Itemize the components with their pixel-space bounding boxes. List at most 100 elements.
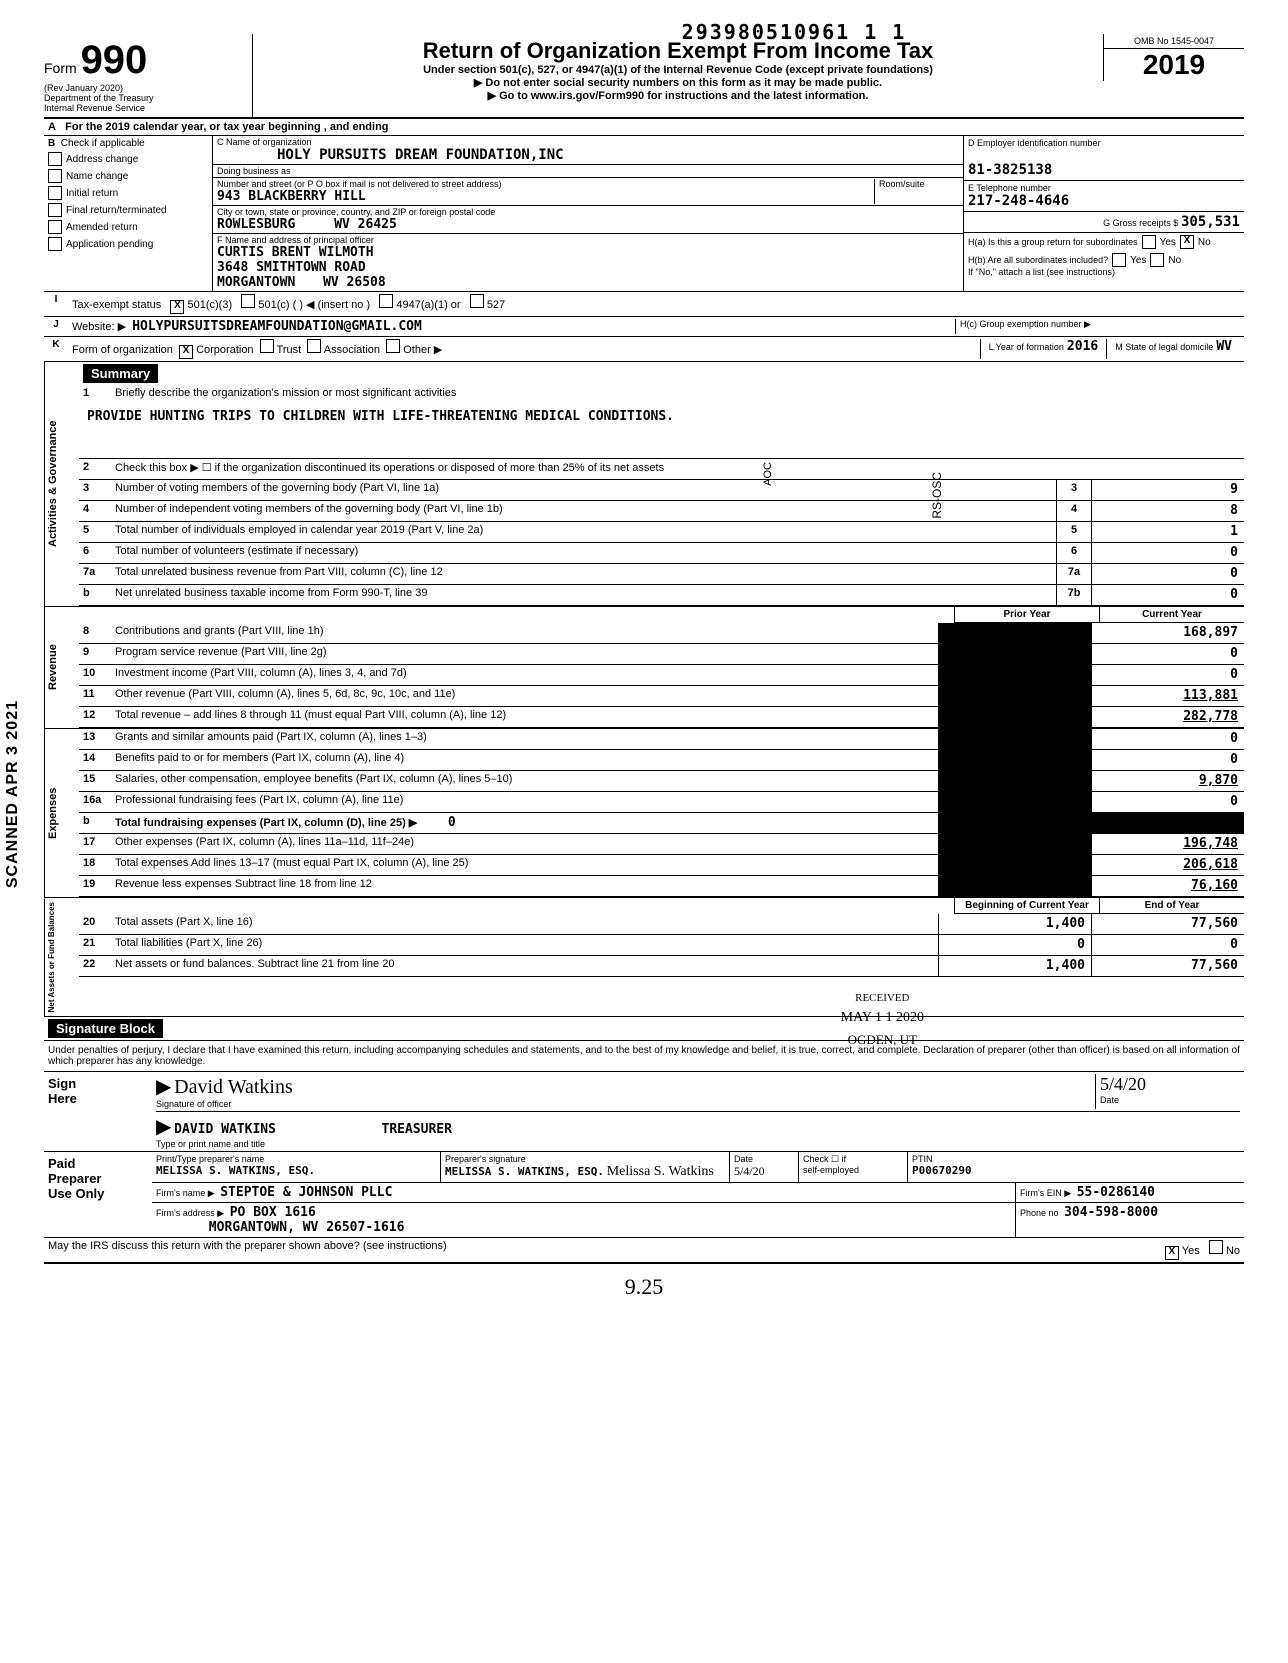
preparer-label: Preparer [48, 1171, 148, 1186]
501c3-checkbox[interactable]: X [170, 300, 184, 314]
line11-num: 11 [79, 686, 111, 706]
street-label: Number and street (or P O box if mail is… [217, 179, 874, 189]
line16a-num: 16a [79, 792, 111, 812]
ha-yes-checkbox[interactable] [1142, 235, 1156, 249]
line6-text: Total number of volunteers (estimate if … [111, 543, 1056, 563]
corp-checkbox[interactable]: X [179, 345, 193, 359]
use-only-label: Use Only [48, 1186, 148, 1201]
year-formation-label: L Year of formation [989, 342, 1064, 352]
line13-cur: 0 [1091, 729, 1244, 749]
initial-return-checkbox[interactable] [48, 186, 62, 200]
ptin-value: P00670290 [912, 1164, 1240, 1177]
line16b-prior [938, 813, 1091, 833]
form-dept: Department of the Treasury [44, 93, 244, 103]
line8-cur: 168,897 [1091, 623, 1244, 643]
line16b-num: b [79, 813, 111, 833]
title-main: Return of Organization Exempt From Incom… [261, 38, 1095, 64]
line3-num: 3 [79, 480, 111, 500]
form-revision: (Rev January 2020) [44, 83, 244, 93]
mission-text: PROVIDE HUNTING TRIPS TO CHILDREN WITH L… [79, 405, 1244, 428]
state-zip-value: WV 26425 [334, 217, 397, 232]
line12-cur: 282,778 [1091, 707, 1244, 727]
line7a-text: Total unrelated business revenue from Pa… [111, 564, 1056, 584]
final-return-label: Final return/terminated [66, 205, 167, 216]
line19-num: 19 [79, 876, 111, 896]
phone-value: 217-248-4646 [968, 193, 1240, 209]
hc-label: H(c) Group exemption number ▶ [955, 319, 1240, 334]
501c3-label: 501(c)(3) [188, 299, 233, 311]
current-year-header: Current Year [1099, 607, 1244, 623]
line8-num: 8 [79, 623, 111, 643]
hb-yes-checkbox[interactable] [1112, 253, 1126, 267]
hb-no: No [1168, 255, 1181, 266]
initial-return-label: Initial return [66, 188, 118, 199]
line17-prior [938, 834, 1091, 854]
trust-checkbox[interactable] [260, 339, 274, 353]
received-stamp: RECEIVED MAY 1 1 2020 OGDEN, UT [841, 992, 924, 1048]
line18-num: 18 [79, 855, 111, 875]
officer-state-zip: WV 26508 [323, 275, 386, 290]
hb-note: If "No," attach a list (see instructions… [968, 267, 1240, 277]
gross-label: G Gross receipts $ [1103, 218, 1178, 228]
line4-text: Number of independent voting members of … [111, 501, 1056, 521]
line11-text: Other revenue (Part VIII, column (A), li… [111, 686, 938, 706]
firm-addr-label: Firm's address ▶ [156, 1208, 224, 1218]
line5-num: 5 [79, 522, 111, 542]
line7a-val: 0 [1091, 564, 1244, 584]
org-name-label: C Name of organization [217, 137, 959, 147]
line15-prior [938, 771, 1091, 791]
line13-text: Grants and similar amounts paid (Part IX… [111, 729, 938, 749]
form-org-label: Form of organization [72, 344, 173, 356]
prep-sig: MELISSA S. WATKINS, ESQ. [445, 1165, 604, 1178]
year-formation-value: 2016 [1067, 339, 1098, 354]
line6-num: 6 [79, 543, 111, 563]
line-j-letter: J [44, 317, 68, 336]
4947-checkbox[interactable] [379, 294, 393, 308]
firm-phone-label: Phone no [1020, 1208, 1059, 1218]
prep-date: 5/4/20 [734, 1164, 765, 1178]
hb-no-checkbox[interactable] [1150, 253, 1164, 267]
line11-cur: 113,881 [1091, 686, 1244, 706]
discuss-yes: Yes [1182, 1245, 1200, 1257]
line15-num: 15 [79, 771, 111, 791]
ha-no-checkbox[interactable]: X [1180, 235, 1194, 249]
identification-section: B Check if applicable Address change Nam… [44, 136, 1244, 292]
line16b-cur-blocked [1091, 813, 1244, 833]
line21-end: 0 [1091, 935, 1244, 955]
line-a-text: For the 2019 calendar year, or tax year … [65, 121, 388, 133]
assoc-checkbox[interactable] [307, 339, 321, 353]
name-change-checkbox[interactable] [48, 169, 62, 183]
line12-text: Total revenue – add lines 8 through 11 (… [111, 707, 938, 727]
line21-beg: 0 [938, 935, 1091, 955]
line18-text: Total expenses Add lines 13–17 (must equ… [111, 855, 938, 875]
line16a-cur: 0 [1091, 792, 1244, 812]
line10-num: 10 [79, 665, 111, 685]
address-change-checkbox[interactable] [48, 152, 62, 166]
discuss-yes-checkbox[interactable]: X [1165, 1246, 1179, 1260]
line15-text: Salaries, other compensation, employee b… [111, 771, 938, 791]
discuss-no-checkbox[interactable] [1209, 1240, 1223, 1254]
perjury-statement: Under penalties of perjury, I declare th… [44, 1041, 1244, 1072]
other-checkbox[interactable] [386, 339, 400, 353]
net-assets-label: Net Assets or Fund Balances [44, 898, 79, 1016]
discuss-text: May the IRS discuss this return with the… [48, 1240, 1165, 1260]
527-checkbox[interactable] [470, 294, 484, 308]
firm-name: STEPTOE & JOHNSON PLLC [220, 1185, 392, 1200]
website-label: Website: ▶ [72, 321, 126, 333]
line8-prior [938, 623, 1091, 643]
line5-text: Total number of individuals employed in … [111, 522, 1056, 542]
line17-text: Other expenses (Part IX, column (A), lin… [111, 834, 938, 854]
line12-num: 12 [79, 707, 111, 727]
line21-text: Total liabilities (Part X, line 26) [111, 935, 938, 955]
other-label: Other ▶ [403, 344, 442, 356]
city-label: City or town, state or province, country… [217, 207, 959, 217]
501c-checkbox[interactable] [241, 294, 255, 308]
final-return-checkbox[interactable] [48, 203, 62, 217]
application-pending-checkbox[interactable] [48, 237, 62, 251]
amended-return-checkbox[interactable] [48, 220, 62, 234]
omb-year: 2019 [1104, 49, 1244, 81]
form-header: Form 990 (Rev January 2020) Department o… [44, 34, 1244, 119]
line11-prior [938, 686, 1091, 706]
prep-sig-label: Preparer's signature [445, 1154, 725, 1164]
line12-prior [938, 707, 1091, 727]
